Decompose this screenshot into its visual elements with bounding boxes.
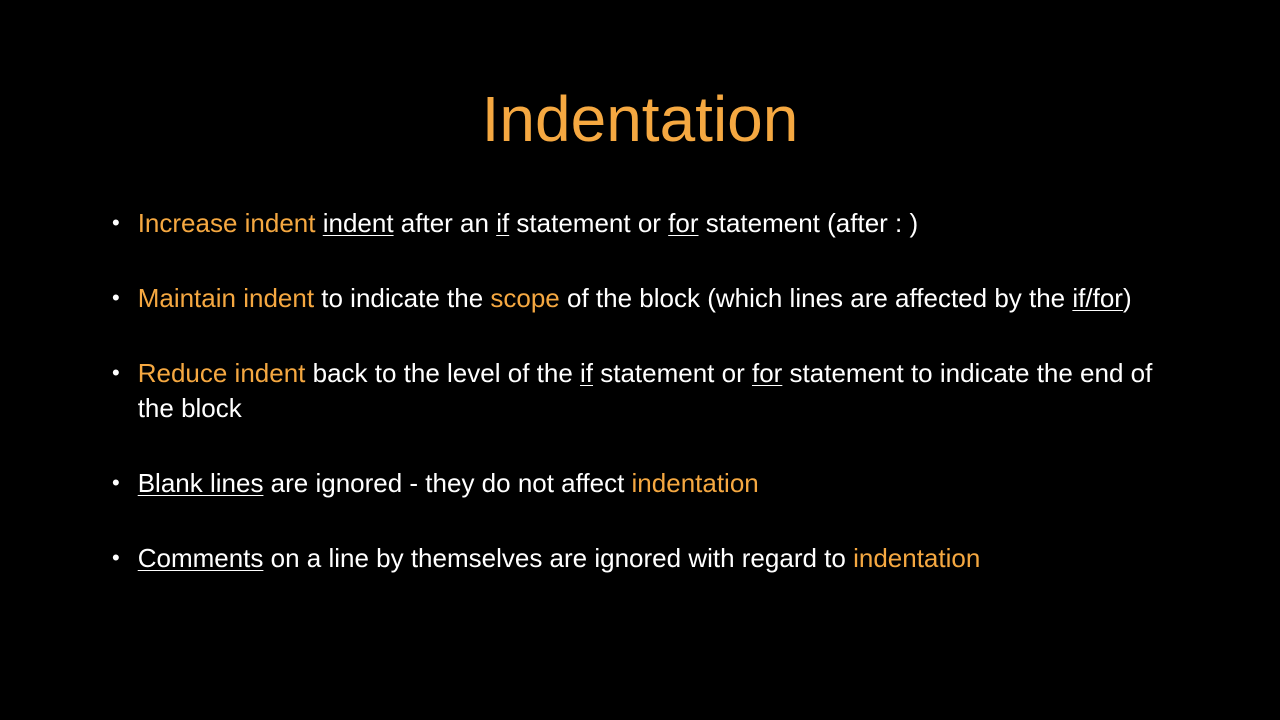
bullet-text: Increase indent indent after an if state… bbox=[138, 206, 1180, 241]
text-plain: on a line by themselves are ignored with… bbox=[263, 543, 853, 573]
bullet-marker: • bbox=[112, 356, 120, 390]
text-underline: for bbox=[752, 358, 782, 388]
text-underline: Blank lines bbox=[138, 468, 264, 498]
text-underline: if bbox=[496, 208, 509, 238]
text-plain: statement or bbox=[509, 208, 668, 238]
text-plain: after an bbox=[394, 208, 497, 238]
slide-title: Indentation bbox=[0, 0, 1280, 206]
text-highlight: indentation bbox=[632, 468, 759, 498]
text-highlight: Reduce indent bbox=[138, 358, 306, 388]
text-underline: for bbox=[668, 208, 698, 238]
bullet-marker: • bbox=[112, 281, 120, 315]
bullet-item: • Increase indent indent after an if sta… bbox=[112, 206, 1180, 241]
text-highlight: scope bbox=[490, 283, 559, 313]
text-underline: Comments bbox=[138, 543, 264, 573]
text-highlight: indentation bbox=[853, 543, 980, 573]
text-underline: if/for bbox=[1072, 283, 1123, 313]
text-underline: indent bbox=[323, 208, 394, 238]
bullet-text: Comments on a line by themselves are ign… bbox=[138, 541, 1180, 576]
text-plain bbox=[316, 208, 323, 238]
slide-content: • Increase indent indent after an if sta… bbox=[0, 206, 1280, 577]
bullet-item: • Maintain indent to indicate the scope … bbox=[112, 281, 1180, 316]
text-underline: if bbox=[580, 358, 593, 388]
text-plain: of the block (which lines are affected b… bbox=[560, 283, 1073, 313]
text-highlight: Increase indent bbox=[138, 208, 316, 238]
text-plain: are ignored - they do not affect bbox=[263, 468, 631, 498]
text-plain: statement (after : ) bbox=[699, 208, 919, 238]
bullet-text: Reduce indent back to the level of the i… bbox=[138, 356, 1180, 426]
text-plain: statement or bbox=[593, 358, 752, 388]
text-highlight: Maintain indent bbox=[138, 283, 314, 313]
text-plain: ) bbox=[1123, 283, 1132, 313]
bullet-item: • Blank lines are ignored - they do not … bbox=[112, 466, 1180, 501]
slide-container: Indentation • Increase indent indent aft… bbox=[0, 0, 1280, 720]
bullet-marker: • bbox=[112, 541, 120, 575]
bullet-item: • Reduce indent back to the level of the… bbox=[112, 356, 1180, 426]
bullet-text: Maintain indent to indicate the scope of… bbox=[138, 281, 1180, 316]
text-plain: to indicate the bbox=[314, 283, 490, 313]
bullet-marker: • bbox=[112, 466, 120, 500]
bullet-item: • Comments on a line by themselves are i… bbox=[112, 541, 1180, 576]
bullet-marker: • bbox=[112, 206, 120, 240]
text-plain: back to the level of the bbox=[305, 358, 580, 388]
bullet-text: Blank lines are ignored - they do not af… bbox=[138, 466, 1180, 501]
